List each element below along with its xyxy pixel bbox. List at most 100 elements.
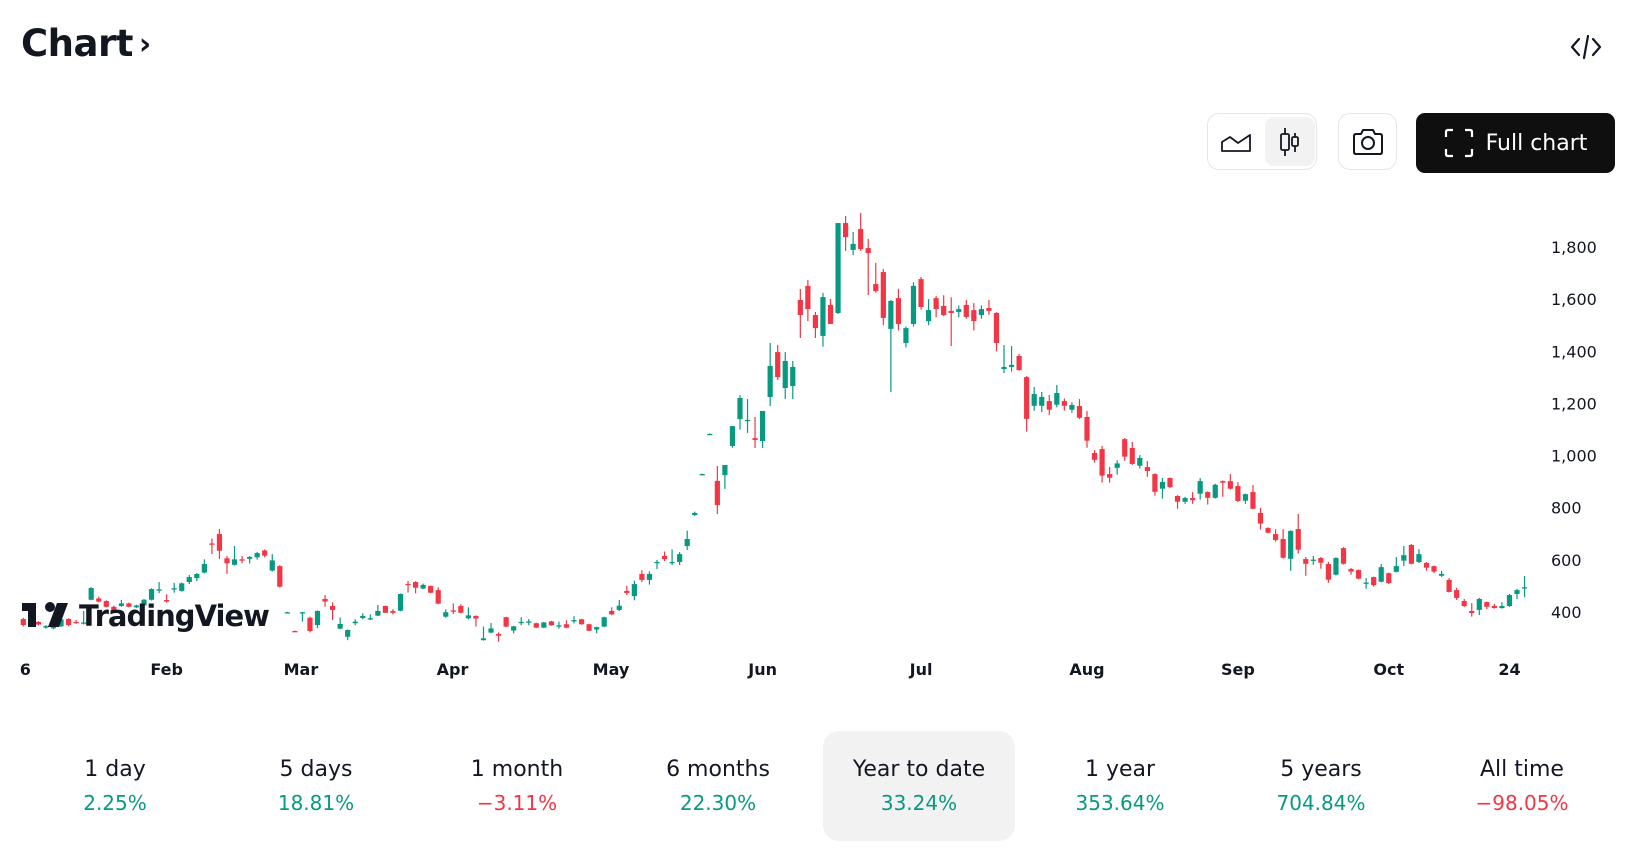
chevron-right-icon: › [138, 27, 151, 62]
candle [397, 593, 404, 612]
line-style-button[interactable] [1211, 117, 1261, 166]
candle-body [201, 564, 207, 573]
chart-title-link[interactable]: Chart › [21, 22, 151, 65]
candle [148, 588, 155, 601]
candle-body [888, 300, 894, 329]
candle [1363, 578, 1369, 589]
candle-body [450, 610, 456, 612]
candle [1295, 513, 1301, 554]
candle-body [1182, 498, 1188, 502]
candle [1024, 376, 1030, 432]
period-tab[interactable]: 5 days 18.81% [220, 731, 412, 841]
candle-body [209, 543, 215, 545]
candle [216, 529, 223, 560]
candle-body [20, 619, 26, 626]
candle-body [1386, 573, 1392, 584]
candle-body [1107, 474, 1113, 478]
candle [1114, 460, 1120, 475]
candle-body [231, 559, 238, 565]
candle [1061, 398, 1067, 411]
candle [1378, 564, 1384, 583]
period-tab[interactable]: 5 years 704.84% [1225, 731, 1417, 841]
candlestick-chart[interactable]: 1,800 1,600 1,400 1,200 1,000 800 600 400 6 Feb M… [0, 0, 1627, 720]
candle [171, 582, 177, 593]
candle-body [1280, 539, 1286, 558]
candle [50, 626, 57, 630]
period-tab[interactable]: Year to date 33.24% [823, 731, 1015, 841]
candle [978, 305, 984, 319]
candle [1310, 555, 1316, 565]
candle [141, 598, 147, 607]
candle-body [873, 284, 879, 292]
candle [314, 610, 321, 629]
candle [269, 554, 275, 572]
candle-body [1303, 559, 1309, 564]
time-axis[interactable]: 6 Feb Mar Apr May Jun Jul Aug Sep Oct 24 [20, 660, 1521, 679]
candle-body [963, 304, 969, 317]
candle [1431, 565, 1437, 574]
candle [443, 609, 449, 618]
candle-body [367, 618, 373, 620]
candle-body [103, 601, 109, 607]
candle-body [707, 433, 713, 436]
candle [1484, 601, 1490, 610]
candle [337, 617, 343, 630]
candle [284, 611, 290, 614]
candle [111, 605, 117, 612]
candle [209, 538, 215, 555]
candle-body [805, 285, 811, 310]
candle [1461, 598, 1467, 608]
candle [1393, 556, 1399, 573]
candle [420, 583, 426, 590]
candle [948, 297, 954, 347]
candle-body [646, 573, 653, 580]
candle-body [903, 328, 909, 343]
candle [458, 604, 464, 614]
candle [925, 299, 932, 326]
candle [654, 559, 660, 569]
full-chart-button[interactable]: Full chart [1416, 113, 1615, 173]
candle [910, 282, 917, 327]
snapshot-button[interactable] [1338, 113, 1397, 170]
candle [231, 546, 238, 566]
candle [330, 602, 336, 621]
period-change-value: 2.25% [83, 791, 147, 815]
candle-body [941, 305, 947, 316]
candle-body [978, 309, 984, 316]
candle [1039, 391, 1045, 413]
candle-body [81, 622, 87, 624]
fullscreen-icon [1444, 128, 1473, 158]
candle [511, 625, 517, 634]
period-tab[interactable]: All time −98.05% [1426, 731, 1618, 841]
candle [1046, 395, 1052, 415]
candle-body [631, 584, 637, 597]
candle-body [1363, 582, 1369, 584]
candle [1016, 353, 1022, 371]
candle-style-button[interactable] [1265, 117, 1315, 166]
candle-body [247, 556, 253, 559]
candle [707, 433, 713, 436]
candle [405, 580, 411, 593]
candle-body [1069, 405, 1075, 410]
candle [1340, 547, 1347, 565]
candle [73, 619, 79, 624]
candle-body [299, 612, 306, 614]
price-axis[interactable]: 1,800 1,600 1,400 1,200 1,000 800 600 400 [1551, 238, 1597, 622]
candle [1318, 556, 1324, 569]
full-chart-label: Full chart [1485, 130, 1588, 156]
candle-body [473, 615, 479, 619]
candle [96, 596, 102, 603]
candle-body [1144, 467, 1150, 471]
candle [1212, 483, 1218, 499]
candle [118, 600, 124, 607]
code-icon[interactable] [1566, 30, 1606, 64]
candle [933, 296, 939, 318]
period-tab[interactable]: 1 year 353.64% [1024, 731, 1216, 841]
candle-body [1054, 393, 1060, 405]
candle [1122, 438, 1128, 461]
candle [1333, 557, 1339, 576]
candle-body [360, 615, 366, 618]
period-tab[interactable]: 6 months 22.30% [622, 731, 814, 841]
period-tab[interactable]: 1 day 2.25% [19, 731, 211, 841]
period-tab[interactable]: 1 month −3.11% [421, 731, 613, 841]
